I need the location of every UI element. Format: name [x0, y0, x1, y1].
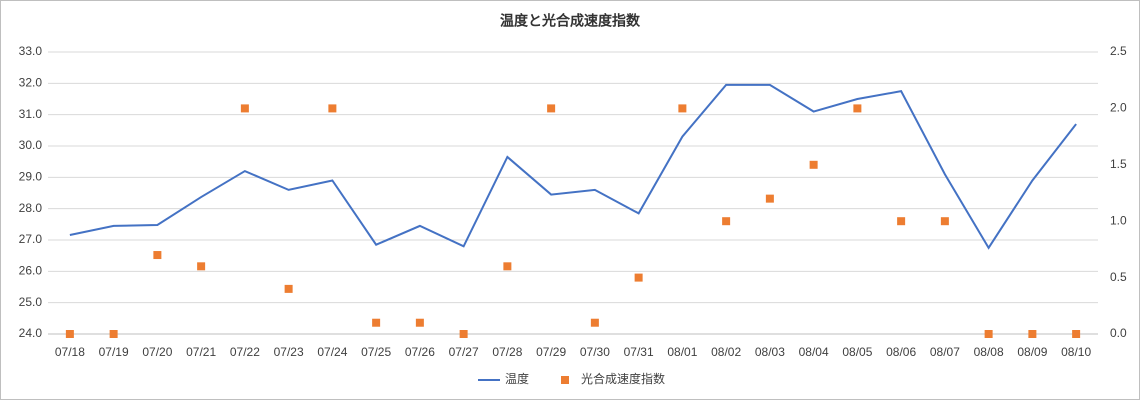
- marker: [328, 104, 337, 113]
- x-tick-label: 07/21: [186, 345, 216, 359]
- x-tick-label: 07/19: [99, 345, 129, 359]
- chart-title: 温度と光合成速度指数: [500, 13, 641, 29]
- y2-tick-label: 2.5: [1110, 44, 1127, 58]
- marker: [634, 273, 643, 282]
- marker: [459, 330, 468, 338]
- y-tick-label: 31.0: [19, 107, 43, 121]
- legend-label: 温度: [505, 371, 529, 386]
- x-tick-label: 07/27: [449, 345, 479, 359]
- y2-tick-label: 2.0: [1110, 101, 1127, 115]
- y-tick-label: 26.0: [19, 264, 43, 278]
- marker: [153, 251, 162, 260]
- marker: [590, 318, 599, 327]
- marker: [547, 104, 556, 113]
- legend-label: 光合成速度指数: [581, 371, 665, 386]
- x-tick-label: 07/23: [274, 345, 304, 359]
- marker: [940, 217, 949, 226]
- x-tick-label: 08/05: [842, 345, 872, 359]
- x-tick-label: 07/24: [317, 345, 347, 359]
- marker: [372, 318, 381, 327]
- y2-tick-label: 0.0: [1110, 326, 1127, 340]
- marker: [897, 217, 906, 226]
- x-tick-label: 08/06: [886, 345, 916, 359]
- marker: [1072, 330, 1081, 338]
- x-tick-label: 07/29: [536, 345, 566, 359]
- x-tick-label: 07/31: [624, 345, 654, 359]
- marker: [197, 262, 206, 271]
- marker: [503, 262, 512, 271]
- marker: [853, 104, 862, 113]
- x-tick-label: 07/25: [361, 345, 391, 359]
- marker: [65, 330, 74, 338]
- y-tick-label: 25.0: [19, 295, 43, 309]
- x-tick-label: 08/09: [1017, 345, 1047, 359]
- y-tick-label: 33.0: [19, 44, 43, 58]
- x-tick-label: 08/08: [974, 345, 1004, 359]
- marker: [1028, 330, 1037, 338]
- marker: [109, 330, 118, 338]
- x-tick-label: 08/04: [799, 345, 829, 359]
- x-tick-label: 07/18: [55, 345, 85, 359]
- y2-tick-label: 0.5: [1110, 270, 1127, 284]
- y-tick-label: 28.0: [19, 201, 43, 215]
- y-tick-label: 29.0: [19, 170, 43, 184]
- y-tick-label: 30.0: [19, 138, 43, 152]
- marker: [765, 194, 774, 203]
- y2-tick-label: 1.0: [1110, 213, 1127, 227]
- x-tick-label: 07/20: [142, 345, 172, 359]
- y-tick-label: 24.0: [19, 326, 43, 340]
- y2-tick-label: 1.5: [1110, 157, 1127, 171]
- y-tick-label: 32.0: [19, 76, 43, 90]
- marker: [678, 104, 687, 113]
- line: [69, 83, 1077, 250]
- marker: [240, 104, 249, 113]
- x-tick-label: 07/30: [580, 345, 610, 359]
- marker: [415, 318, 424, 327]
- x-tick-label: 08/07: [930, 345, 960, 359]
- x-tick-label: 07/26: [405, 345, 435, 359]
- legend-swatch: [561, 376, 569, 384]
- x-tick-label: 08/10: [1061, 345, 1091, 359]
- y-tick-label: 27.0: [19, 232, 43, 246]
- x-tick-label: 07/22: [230, 345, 260, 359]
- x-tick-label: 07/28: [492, 345, 522, 359]
- x-tick-label: 08/01: [667, 345, 697, 359]
- x-tick-label: 08/03: [755, 345, 785, 359]
- x-tick-label: 08/02: [711, 345, 741, 359]
- marker: [984, 330, 993, 338]
- marker: [284, 284, 293, 293]
- marker: [722, 217, 731, 226]
- marker: [809, 160, 818, 169]
